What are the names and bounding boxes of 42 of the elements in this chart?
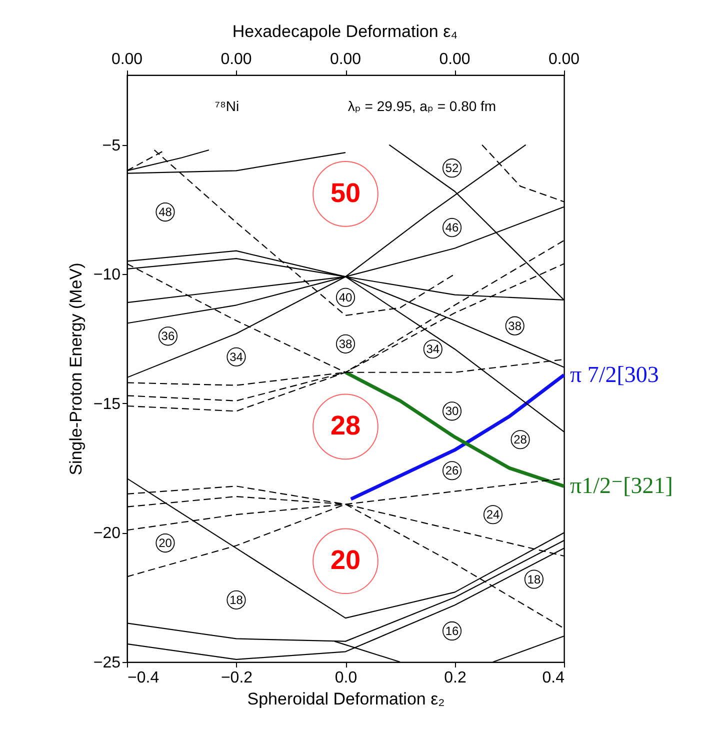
annotation: 34 <box>426 342 440 356</box>
x-tick-label: 0.2 <box>444 670 466 686</box>
annotation: 16 <box>445 624 460 638</box>
x-tick-label: 0.4 <box>542 670 565 686</box>
annotation: λₚ = 29.95, aₚ = 0.80 fm <box>348 98 496 114</box>
annotation: 40 <box>338 290 352 304</box>
annotation: 48 <box>158 205 172 220</box>
annotation: 50 <box>330 178 361 208</box>
annotation: 18 <box>527 572 541 586</box>
series-label: π 7/2[303 <box>570 362 659 387</box>
annotation: 20 <box>158 536 172 550</box>
series-label: π1/2⁻[321] <box>570 473 673 498</box>
y-axis-title: Single-Proton Energy (MeV) <box>66 262 86 476</box>
annotation: 26 <box>445 464 460 478</box>
annotation: ⁷⁸Ni <box>214 98 240 114</box>
x-tick-label: 0.0 <box>334 670 358 686</box>
y-tick-label: −5 <box>102 137 121 154</box>
annotation: 28 <box>514 432 528 447</box>
text: 0.00 <box>439 51 470 68</box>
annotation: 18 <box>230 592 244 607</box>
x-tick-label: −0.2 <box>220 670 253 686</box>
annotation: 20 <box>330 545 361 576</box>
annotation: 38 <box>508 318 522 333</box>
annotation: 28 <box>330 410 361 441</box>
text: 0.00 <box>330 51 362 68</box>
annotation: 34 <box>230 350 244 364</box>
x-tick-label: −0.4 <box>128 670 160 686</box>
y-tick-label: −25 <box>93 654 121 672</box>
annotation: 24 <box>486 508 500 522</box>
y-tick-label: −20 <box>93 525 121 542</box>
x-axis-title: Spheroidal Deformation ε₂ <box>247 690 445 708</box>
text: 0.00 <box>111 51 143 68</box>
annotation: 52 <box>445 161 460 176</box>
annotation: 36 <box>161 329 175 344</box>
annotation: 38 <box>338 336 352 351</box>
y-tick-label: −15 <box>93 396 121 413</box>
annotation: 46 <box>445 220 460 235</box>
text: Hexadecapole Deformation ε₄ <box>232 22 458 41</box>
annotation: 30 <box>445 404 460 418</box>
y-tick-label: −10 <box>93 266 121 284</box>
text: 0.00 <box>220 51 252 68</box>
text: 0.00 <box>548 51 580 68</box>
